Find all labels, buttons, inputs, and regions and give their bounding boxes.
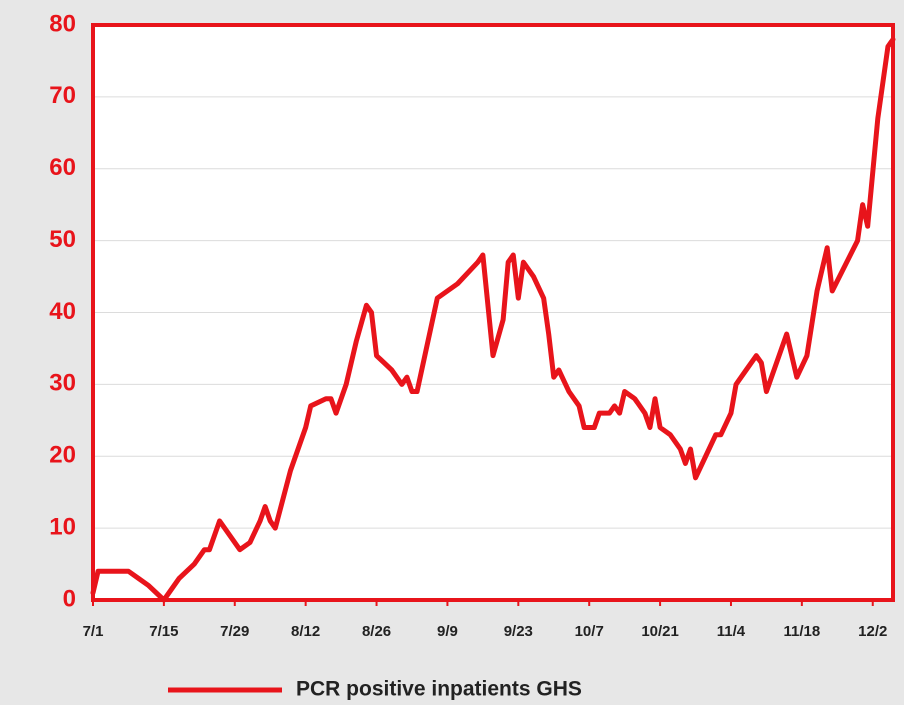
x-tick-label: 8/26 <box>362 623 391 640</box>
y-tick-label: 30 <box>49 370 76 397</box>
y-tick-label: 10 <box>49 513 76 540</box>
data-line <box>90 36 896 603</box>
y-tick-label: 20 <box>49 442 76 469</box>
x-tick-label: 7/29 <box>220 623 249 640</box>
x-tick-label: 7/15 <box>149 623 178 640</box>
x-tick-label: 9/23 <box>504 623 533 640</box>
y-tick-label: 80 <box>49 10 76 37</box>
y-tick-label: 0 <box>63 585 76 612</box>
y-tick-label: 40 <box>49 298 76 325</box>
x-tick-label: 7/1 <box>83 623 104 640</box>
x-tick-label: 10/7 <box>575 623 604 640</box>
x-tick-label: 12/2 <box>858 623 887 640</box>
x-tick-label: 8/12 <box>291 623 320 640</box>
x-tick-label: 10/21 <box>641 623 679 640</box>
plot-border <box>91 23 895 602</box>
y-tick-label: 70 <box>49 82 76 109</box>
y-tick-label: 50 <box>49 226 76 253</box>
legend-label: PCR positive inpatients GHS <box>296 678 582 701</box>
y-tick-label: 60 <box>49 154 76 181</box>
x-tick-label: 9/9 <box>437 623 458 640</box>
x-tick-label: 11/18 <box>784 623 821 640</box>
x-tick-label: 11/4 <box>717 623 746 640</box>
